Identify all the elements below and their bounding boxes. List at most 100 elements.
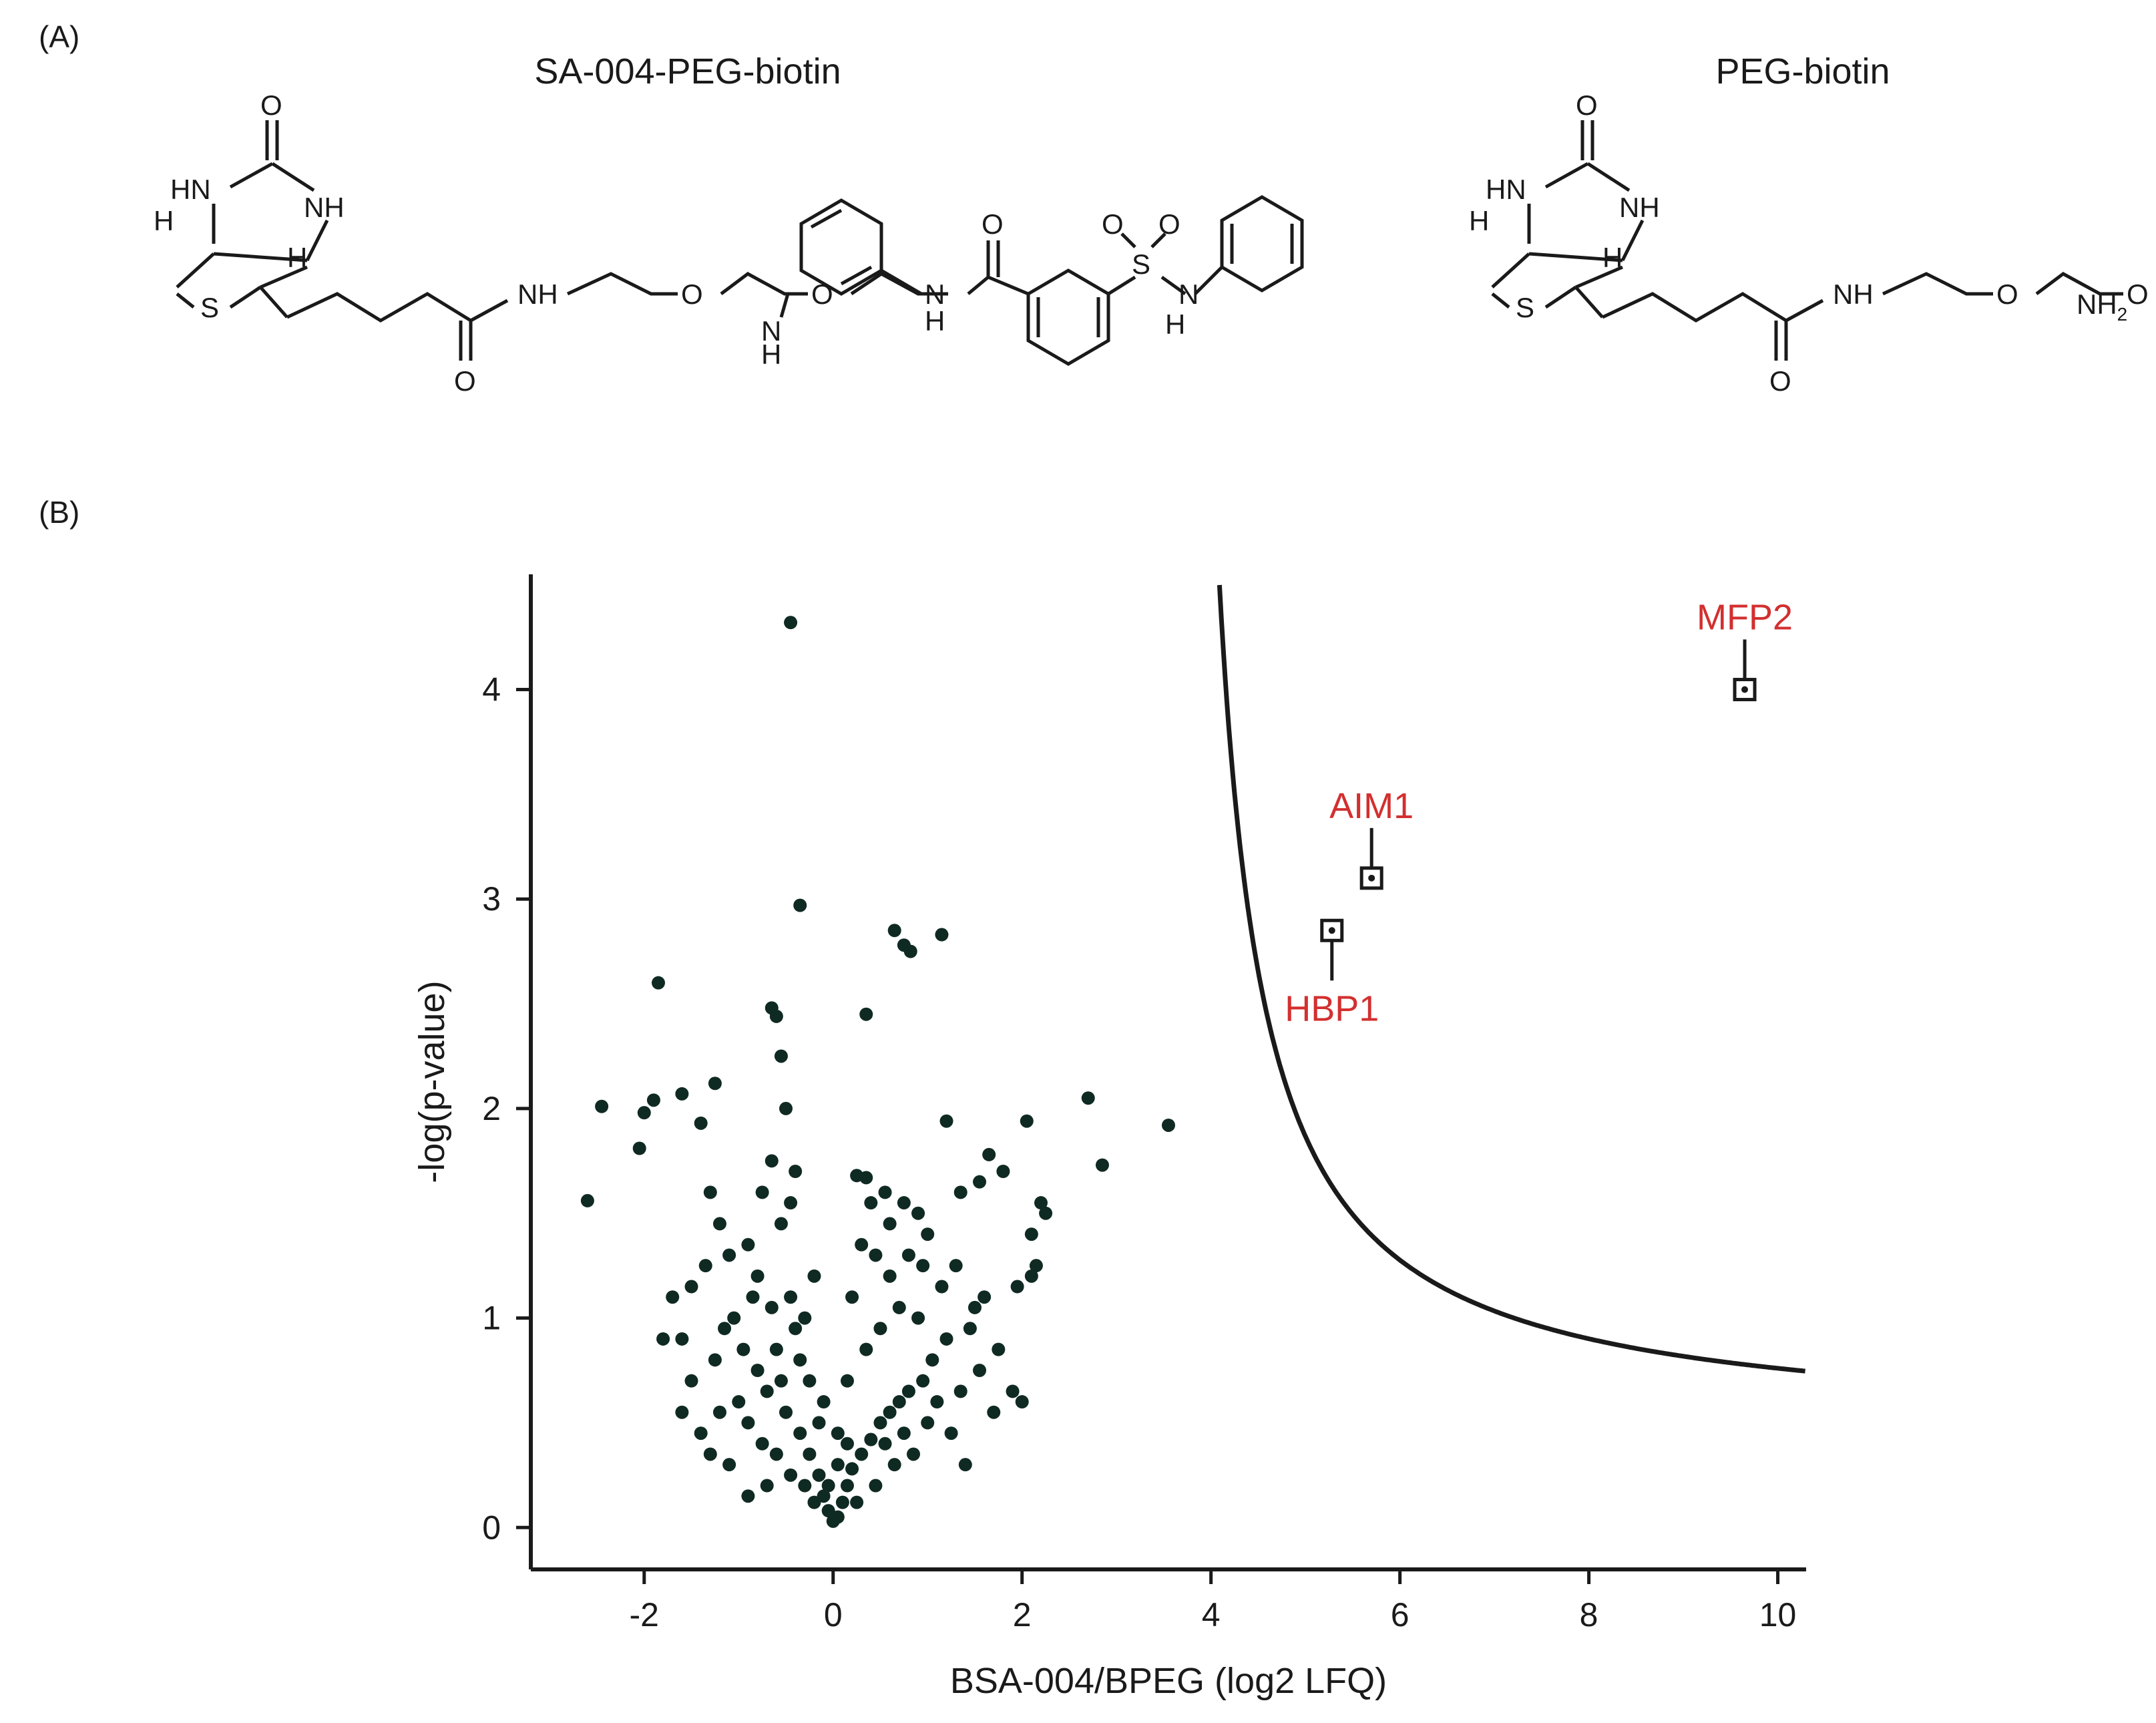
data-point	[859, 1342, 873, 1356]
atom-o: O	[1102, 208, 1124, 240]
data-point	[708, 1077, 722, 1091]
data-point	[798, 1479, 812, 1493]
data-point	[769, 1447, 783, 1461]
data-point	[722, 1458, 736, 1472]
data-point	[784, 1468, 798, 1482]
atom-o: O	[2127, 278, 2149, 310]
data-point	[935, 1280, 949, 1294]
data-point	[1015, 1395, 1029, 1409]
data-point	[646, 1093, 660, 1107]
data-point	[807, 1495, 821, 1509]
data-point	[718, 1322, 732, 1336]
atom-o: O	[1158, 208, 1180, 240]
data-point	[793, 898, 807, 912]
x-tick-label: -2	[630, 1596, 659, 1634]
data-point	[727, 1311, 741, 1325]
data-point	[897, 1426, 911, 1441]
data-point	[708, 1353, 722, 1367]
atom-h: H	[925, 305, 945, 337]
data-point	[703, 1185, 717, 1199]
data-point	[963, 1322, 977, 1336]
data-point	[892, 1300, 906, 1314]
atom-h: H	[1602, 242, 1623, 273]
data-point	[892, 1395, 906, 1409]
data-point	[769, 1342, 783, 1356]
data-point	[812, 1468, 826, 1482]
y-tick-label: 0	[482, 1509, 501, 1546]
y-tick-label: 2	[482, 1090, 501, 1127]
data-point	[821, 1479, 835, 1493]
data-point	[656, 1332, 670, 1346]
data-point	[750, 1269, 765, 1283]
data-point	[978, 1290, 992, 1304]
data-point	[694, 1116, 708, 1130]
x-tick-label: 10	[1759, 1596, 1797, 1634]
data-point	[855, 1447, 869, 1461]
data-point	[845, 1462, 859, 1476]
data-point	[774, 1217, 788, 1231]
data-point	[921, 1227, 935, 1241]
atom-s: S	[1516, 292, 1534, 323]
atom-o: O	[811, 278, 833, 310]
data-point	[855, 1237, 869, 1252]
highlighted-proteins: MFP2 AIM1 HBP1	[1285, 598, 1793, 1029]
atom-o: O	[1576, 89, 1598, 121]
data-point	[1024, 1269, 1038, 1283]
x-tick-label: 6	[1391, 1596, 1410, 1634]
data-point	[632, 1141, 646, 1155]
atom-hn: HN	[170, 174, 211, 205]
data-point	[930, 1395, 944, 1409]
data-point	[1006, 1384, 1020, 1398]
data-point	[869, 1248, 883, 1262]
atom-hn: HN	[1486, 174, 1526, 205]
x-tick-label: 0	[824, 1596, 843, 1634]
x-tick-label: 2	[1013, 1596, 1032, 1634]
data-point	[944, 1426, 958, 1441]
data-point	[750, 1364, 765, 1377]
data-point	[789, 1322, 803, 1336]
data-point	[903, 944, 917, 958]
x-tick-label: 4	[1202, 1596, 1221, 1634]
atom-nh: NH	[517, 278, 558, 310]
data-point	[883, 1269, 897, 1283]
atom-s: S	[200, 292, 219, 323]
highlight-label: HBP1	[1285, 988, 1379, 1028]
data-point	[675, 1332, 689, 1346]
data-point	[987, 1405, 1001, 1419]
data-point	[652, 976, 665, 990]
data-points	[580, 616, 1175, 1528]
atom-n: N	[761, 315, 781, 347]
data-point	[774, 1374, 788, 1388]
data-point	[992, 1342, 1006, 1356]
data-point	[817, 1395, 831, 1409]
sa-004-peg-biotin-structure	[176, 120, 1304, 366]
data-point	[840, 1374, 854, 1388]
data-point	[765, 1154, 779, 1168]
atom-s: S	[1132, 248, 1150, 280]
data-point	[637, 1106, 651, 1120]
threshold-curve-line	[1217, 584, 1805, 1374]
data-point	[812, 1416, 826, 1430]
data-point	[949, 1259, 963, 1273]
data-point	[859, 1007, 873, 1021]
atom-o: O	[681, 278, 703, 310]
chemical-structures: SA-004-PEG-biotin PEG-biotin	[154, 51, 2149, 397]
data-point	[878, 1437, 892, 1451]
atom-o: O	[1996, 278, 2018, 310]
right-atom-labels: O HN NH H H S O NH O O NH2	[1469, 89, 2149, 397]
atom-o: O	[454, 365, 476, 397]
data-point	[684, 1280, 698, 1294]
data-point	[1024, 1227, 1038, 1241]
atom-n: N	[1178, 278, 1199, 310]
atom-n: N	[925, 278, 945, 310]
data-point	[840, 1479, 854, 1493]
data-point	[907, 1447, 920, 1461]
data-point	[760, 1384, 774, 1398]
data-point	[873, 1322, 887, 1336]
data-point	[939, 1332, 953, 1346]
data-point	[779, 1405, 793, 1419]
data-point	[1039, 1206, 1053, 1220]
data-point	[789, 1165, 803, 1178]
data-point	[845, 1290, 859, 1304]
